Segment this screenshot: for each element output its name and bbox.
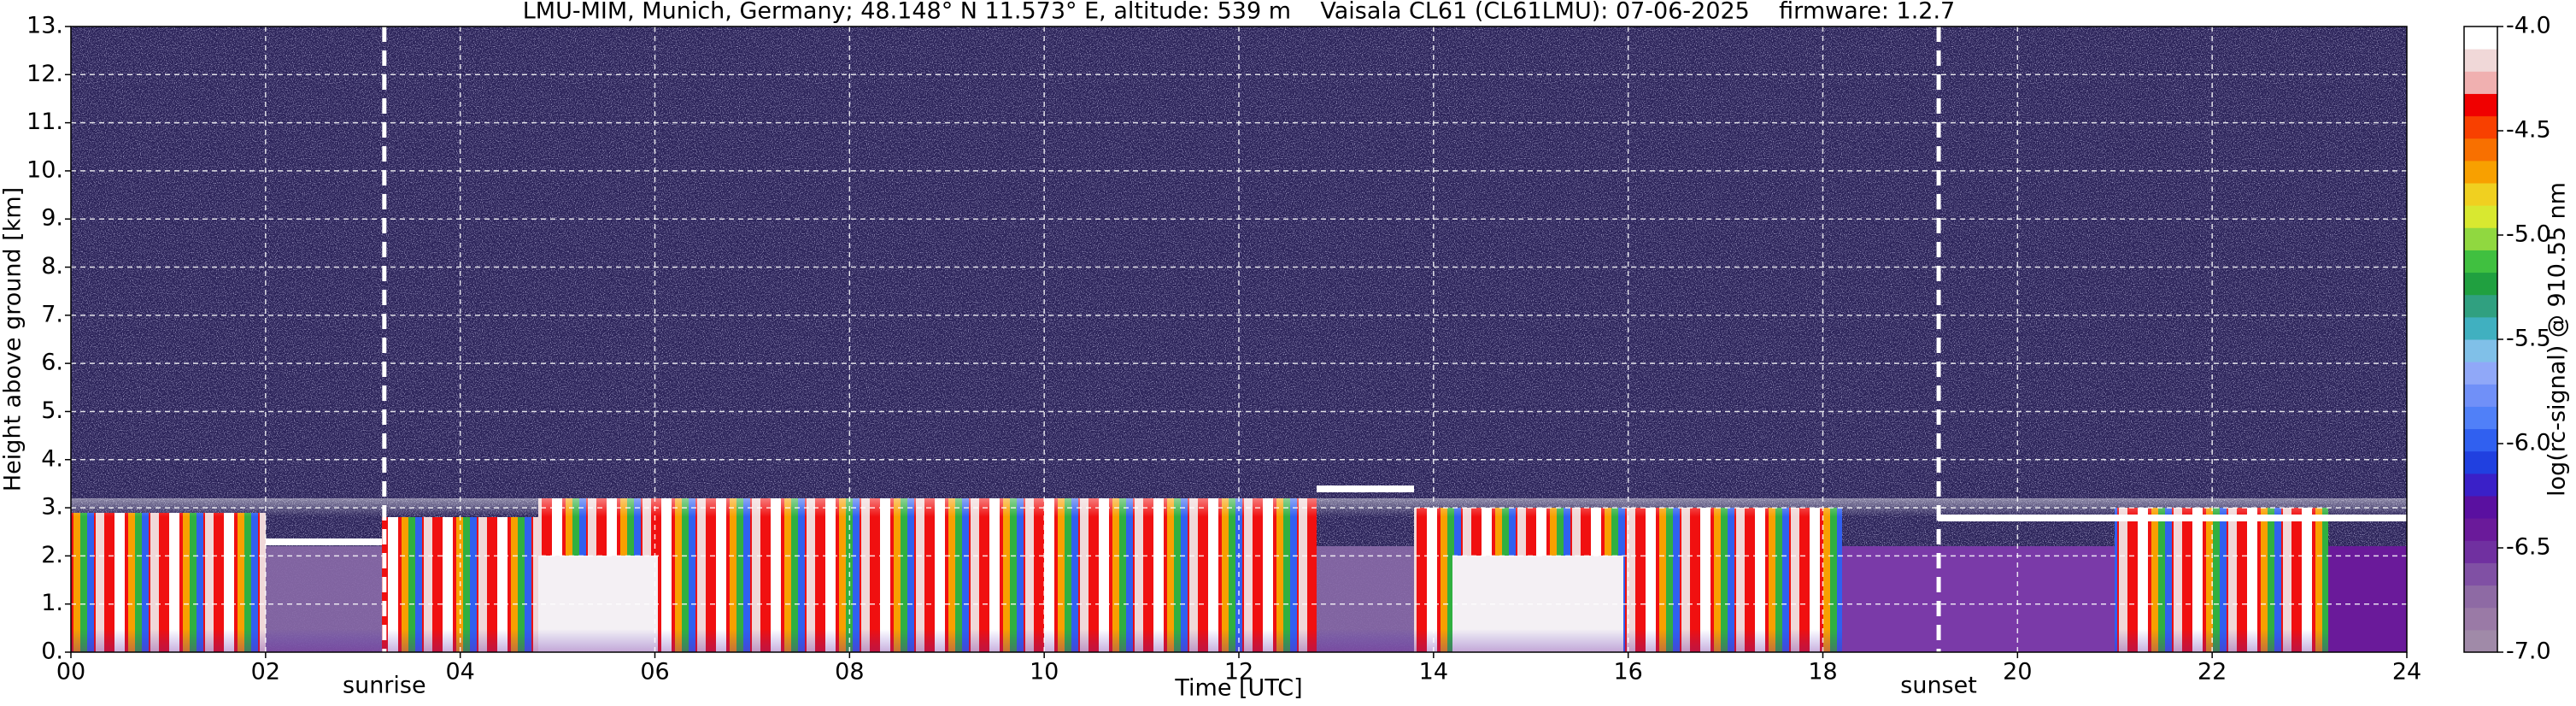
colorbar-swatch [2464,629,2497,653]
annotation-label: sunset [1900,673,1977,699]
colorbar-tick-label: -6.0 [2506,430,2551,456]
x-tick-label: 08 [835,659,864,685]
y-tick-label: 12. [26,61,63,87]
colorbar-swatch [2464,496,2497,519]
y-tick-label: 4. [41,445,63,472]
colorbar-swatch [2464,227,2497,250]
colorbar-tick-label: -4.0 [2506,13,2551,39]
x-tick-label: 10 [1030,659,1059,685]
colorbar-swatch [2464,183,2497,206]
y-tick-label: 6. [41,350,63,376]
chart-title: LMU-MIM, Munich, Germany; 48.148° N 11.5… [523,0,1956,25]
x-tick-label: 24 [2392,659,2421,685]
colorbar-swatch [2464,160,2497,184]
colorbar-swatch [2464,205,2497,228]
colorbar-tick-label: -7.0 [2506,638,2551,665]
y-tick-label: 10. [26,156,63,183]
colorbar-swatch [2464,93,2497,117]
y-tick-label: 13. [26,13,63,39]
colorbar-swatch [2464,316,2497,340]
x-tick-label: 02 [251,659,280,685]
colorbar-swatch [2464,518,2497,541]
colorbar-swatch [2464,540,2497,563]
y-tick-label: 0. [41,638,63,665]
annotations [382,26,1941,652]
colorbar-tick-label: -6.5 [2506,534,2551,561]
x-tick-label: 04 [445,659,474,685]
colorbar-swatch [2464,406,2497,430]
x-tick-label: 14 [1419,659,1448,685]
x-tick-label: 22 [2198,659,2227,685]
y-tick-label: 11. [26,109,63,135]
y-tick-label: 8. [41,253,63,279]
colorbar-swatch [2464,384,2497,407]
y-tick-label: 5. [41,397,63,424]
y-tick-label: 3. [41,494,63,521]
colorbar-tick-label: -5.5 [2506,326,2551,352]
annotation-label: sunrise [343,673,426,699]
colorbar-tick-label: -5.0 [2506,221,2551,248]
colorbar: -7.0 -6.5 -6.0 -5.5 -5.0 -4.5 -4.0 [2463,13,2551,665]
colorbar-swatch [2464,428,2497,452]
colorbar-tick-label: -4.5 [2506,117,2551,144]
x-tick-label: 06 [640,659,669,685]
colorbar-swatch [2464,585,2497,609]
colorbar-swatch [2464,250,2497,274]
x-axis-label: Time [UTC] [1174,675,1302,702]
colorbar-swatch [2464,272,2497,296]
colorbar-swatch [2464,138,2497,162]
x-tick-label: 18 [1808,659,1837,685]
colorbar-swatch [2464,71,2497,94]
colorbar-swatch [2464,26,2497,50]
x-tick-label: 00 [56,659,85,685]
colorbar-swatch [2464,362,2497,385]
y-tick-label: 7. [41,301,63,327]
colorbar-swatch [2464,450,2497,474]
x-tick-label: 12 [1224,659,1253,685]
colorbar-swatch [2464,473,2497,497]
colorbar-swatch [2464,115,2497,139]
x-tick-label: 16 [1613,659,1642,685]
colorbar-swatch [2464,562,2497,586]
x-tick-label: 20 [2003,659,2032,685]
colorbar-swatch [2464,49,2497,72]
y-tick-label: 1. [41,590,63,616]
colorbar-swatch [2464,294,2497,318]
colorbar-swatch [2464,607,2497,631]
y-tick-label: 2. [41,542,63,568]
colorbar-label: log(rc-signal) @ 910.55 nm [2544,182,2571,497]
grid [71,26,2407,652]
y-axis-label: Height above ground [km] [0,187,26,491]
colorbar-swatch [2464,339,2497,362]
y-tick-label: 9. [41,205,63,232]
